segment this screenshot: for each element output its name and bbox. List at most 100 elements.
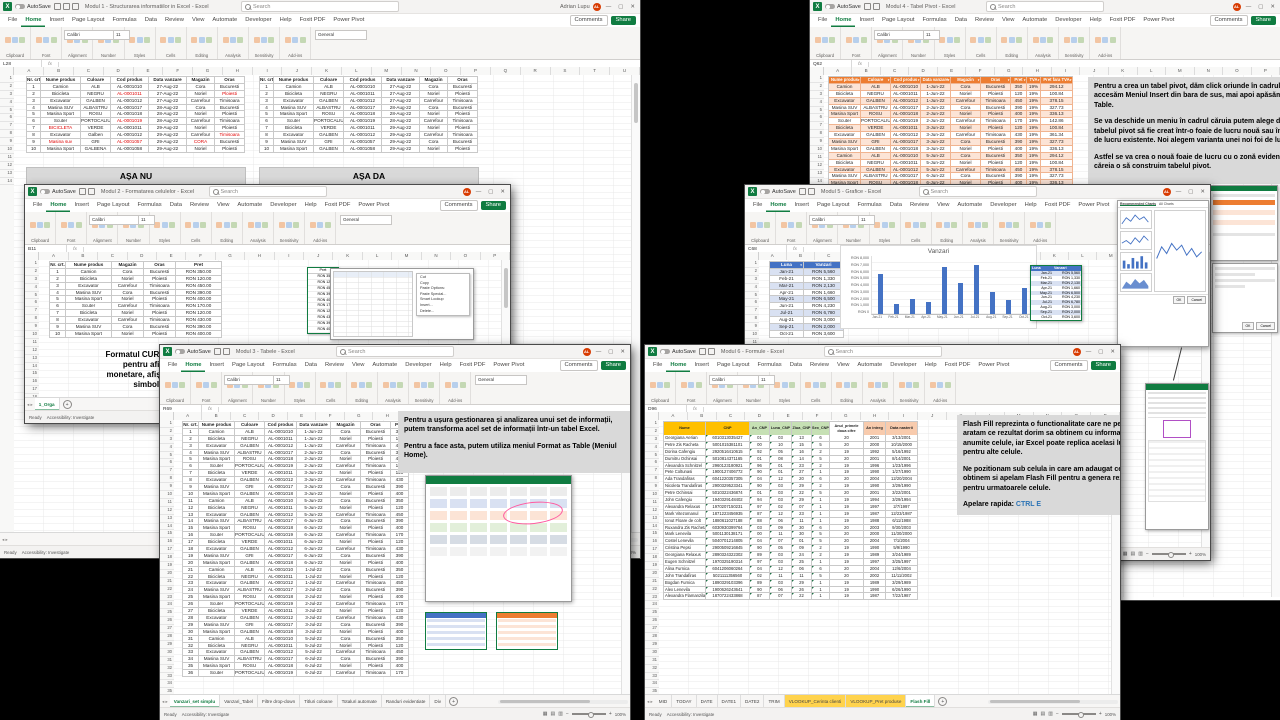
font-name-box[interactable]: Calibri: [709, 375, 759, 385]
menu-tab[interactable]: Developer: [405, 362, 432, 368]
sheet-tab[interactable]: DATE1: [718, 695, 741, 708]
menu-tab[interactable]: Help: [439, 362, 452, 368]
bar[interactable]: [909, 298, 915, 314]
column-header[interactable]: E: [134, 67, 164, 75]
row-number[interactable]: 2: [745, 268, 759, 276]
menu-tab[interactable]: Review: [909, 202, 929, 208]
autosave-toggle[interactable]: AutoSave: [660, 349, 696, 355]
row-number[interactable]: 16: [25, 378, 39, 387]
column-header[interactable]: L: [1138, 67, 1167, 75]
row-number[interactable]: 14: [160, 523, 174, 531]
autosave-toggle[interactable]: AutoSave: [175, 349, 211, 355]
page-break-icon[interactable]: ▥: [558, 711, 563, 717]
row-number[interactable]: 24: [645, 601, 659, 610]
ribbon-group[interactable]: Clipboard: [25, 212, 57, 244]
row-number[interactable]: 9: [745, 323, 759, 332]
row-number[interactable]: 20: [645, 570, 659, 578]
formula-input[interactable]: [84, 245, 510, 254]
bar[interactable]: [957, 283, 963, 314]
name-box[interactable]: B11: [25, 245, 67, 254]
sheet-tab[interactable]: Totaluri automate: [338, 695, 382, 708]
page-break-icon[interactable]: ▥: [1048, 711, 1053, 717]
row-number[interactable]: 19: [160, 562, 174, 570]
column-header[interactable]: H: [861, 412, 890, 420]
column-header[interactable]: J: [282, 67, 313, 75]
column-header[interactable]: D: [104, 67, 134, 75]
ribbon-group[interactable]: Styles: [150, 212, 181, 244]
menu-tab[interactable]: Developer: [890, 362, 917, 368]
ribbon-group[interactable]: Font: [191, 372, 223, 404]
column-header[interactable]: T: [580, 67, 611, 75]
font-size-box[interactable]: 11: [758, 375, 775, 385]
row-number[interactable]: 17: [160, 546, 174, 555]
ribbon-group[interactable]: Clipboard: [0, 27, 32, 59]
menu-tab[interactable]: Data: [789, 362, 802, 368]
menu-tab[interactable]: View: [936, 202, 950, 208]
column-header[interactable]: N: [1195, 67, 1224, 75]
row-number[interactable]: 18: [645, 554, 659, 563]
sheet-tab[interactable]: DATE: [697, 695, 718, 708]
row-number[interactable]: 10: [745, 331, 759, 339]
zoom-slider[interactable]: [1151, 551, 1186, 558]
sheet-nav-arrows[interactable]: ◂ ▸: [27, 401, 33, 407]
header-cell[interactable]: Magazin: [951, 77, 981, 84]
row-number[interactable]: 11: [645, 499, 659, 507]
bar[interactable]: [877, 273, 883, 314]
row-number[interactable]: 6: [25, 299, 39, 308]
ribbon-group[interactable]: Cells: [316, 372, 347, 404]
bar[interactable]: [989, 292, 995, 314]
share-button[interactable]: Share: [600, 361, 626, 370]
undo-icon[interactable]: [87, 188, 95, 195]
row-number[interactable]: 11: [810, 154, 824, 162]
column-header[interactable]: P: [481, 252, 510, 260]
row-number[interactable]: 23: [160, 594, 174, 602]
menu-tab[interactable]: Insert: [859, 17, 874, 23]
column-header[interactable]: F: [803, 412, 832, 420]
row-number[interactable]: 6: [0, 114, 14, 123]
undo-icon[interactable]: [62, 3, 70, 10]
column-header[interactable]: C: [881, 67, 910, 75]
menu-tab[interactable]: Review: [974, 17, 994, 23]
menu-tab[interactable]: File: [818, 17, 828, 23]
chart-thumbnails[interactable]: [1120, 210, 1152, 292]
column-header[interactable]: D: [259, 412, 288, 420]
column-header[interactable]: J: [918, 412, 948, 420]
row-number[interactable]: 13: [645, 515, 659, 523]
close-button[interactable]: ✕: [630, 3, 635, 10]
formula-input[interactable]: [219, 405, 630, 414]
header-cell[interactable]: Nume produs: [829, 77, 861, 84]
column-header[interactable]: D: [745, 412, 775, 420]
row-number[interactable]: 17: [25, 386, 39, 395]
name-box[interactable]: R69: [160, 405, 202, 414]
excel-window-modul6[interactable]: X AutoSave Modul 6 - Formule - Excel Sea…: [645, 345, 1120, 720]
ribbon-group[interactable]: Alignment: [87, 212, 119, 244]
row-number[interactable]: 35: [160, 688, 174, 695]
row-number[interactable]: 7: [25, 307, 39, 316]
menu-tab[interactable]: Home: [46, 199, 70, 212]
column-header[interactable]: B: [787, 252, 816, 260]
row-number[interactable]: 10: [25, 331, 39, 339]
row-number[interactable]: 11: [160, 499, 174, 507]
ribbon-group[interactable]: Editing: [832, 372, 863, 404]
row-number[interactable]: 4: [160, 444, 174, 452]
dialog-tab[interactable]: Recommended Charts: [1120, 202, 1156, 206]
comments-button[interactable]: Comments: [569, 15, 608, 26]
save-icon[interactable]: [53, 3, 61, 10]
row-number[interactable]: 25: [645, 609, 659, 618]
menu-tab[interactable]: Data: [144, 17, 157, 23]
font-name-box[interactable]: Calibri: [64, 30, 114, 40]
menu-tab[interactable]: Insert: [74, 202, 89, 208]
row-number[interactable]: 3: [645, 436, 659, 444]
menu-tab[interactable]: Foxit PDF: [459, 362, 486, 368]
column-header[interactable]: J: [304, 252, 334, 260]
menu-tab[interactable]: Home: [831, 14, 855, 27]
ribbon-group[interactable]: Sensitivity: [1059, 27, 1091, 59]
sheet-tab[interactable]: 1_Orga: [34, 398, 60, 411]
ribbon-group[interactable]: Add-ins: [305, 212, 337, 244]
menu-tab[interactable]: Home: [21, 14, 45, 27]
row-number[interactable]: 2: [25, 268, 39, 276]
column-header[interactable]: D: [128, 252, 157, 260]
column-header[interactable]: G: [832, 412, 861, 420]
row-number[interactable]: 2: [160, 428, 174, 436]
restore-button[interactable]: ▢: [1258, 3, 1264, 10]
